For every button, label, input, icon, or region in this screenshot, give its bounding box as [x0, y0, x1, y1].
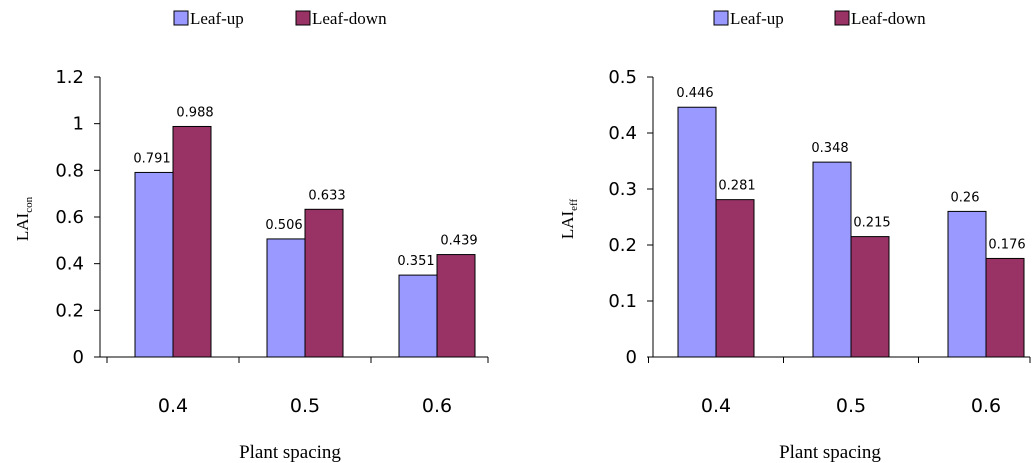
- chart-lai-con: Leaf-up Leaf-down LAIcon 0 0.2 0.4 0.6 0.8 1 1…: [13, 9, 489, 463]
- legend-label-leaf-up: Leaf-up: [190, 9, 244, 28]
- x-axis-label: Plant spacing: [239, 442, 341, 463]
- y-tick-label: 0.8: [55, 160, 84, 181]
- y-axis-label: LAIcon: [13, 196, 35, 241]
- x-tick-label: 0.4: [701, 395, 731, 417]
- legend-swatch-leaf-down: [834, 10, 850, 26]
- x-tick-label: 0.5: [836, 395, 866, 417]
- bar-leaf-up: [266, 238, 306, 358]
- bar-leaf-up: [947, 210, 987, 358]
- value-labels: 0.446 0.281 0.348 0.215 0.26 0.176: [676, 86, 1025, 252]
- data-label: 0.176: [988, 237, 1025, 252]
- data-label: 0.633: [308, 188, 345, 203]
- legend-swatch-leaf-up: [173, 10, 189, 26]
- y-tick-label: 0.2: [608, 235, 637, 256]
- y-tick-label: 0.4: [608, 123, 637, 144]
- y-axis-label-main: LAI: [13, 212, 32, 241]
- x-tick-label: 0.6: [971, 395, 1001, 417]
- y-tick-label: 0.3: [608, 179, 637, 200]
- y-tick-label: 0.6: [55, 207, 84, 228]
- bar-leaf-up: [398, 274, 438, 358]
- legend-label-leaf-up: Leaf-up: [730, 9, 784, 28]
- x-tick-labels: 0.4 0.5 0.6: [701, 395, 1001, 417]
- data-label: 0.439: [440, 234, 477, 249]
- data-label: 0.348: [811, 141, 848, 156]
- y-axis-label-main: LAI: [558, 211, 577, 240]
- x-axis-label: Plant spacing: [779, 442, 881, 463]
- data-label: 0.506: [265, 218, 302, 233]
- value-labels: 0.791 0.988 0.506 0.633 0.351 0.439: [133, 105, 477, 269]
- y-tick-label: 0.1: [608, 291, 637, 312]
- y-tick-label: 0: [73, 347, 84, 368]
- bar-leaf-down: [304, 208, 344, 358]
- y-tick-label: 1: [73, 114, 84, 135]
- bar-leaf-up: [134, 171, 174, 358]
- data-label: 0.351: [397, 254, 434, 269]
- x-tick-label: 0.5: [290, 395, 320, 417]
- y-tick-labels: 0 0.2 0.4 0.6 0.8 1 1.2: [55, 67, 84, 368]
- bars: [677, 106, 1025, 358]
- data-label: 0.791: [133, 151, 170, 166]
- x-tick-label: 0.6: [422, 395, 452, 417]
- data-label: 0.988: [176, 105, 213, 120]
- legend-swatch-leaf-down: [295, 10, 311, 26]
- y-tick-labels: 0 0.1 0.2 0.3 0.4 0.5: [608, 67, 637, 368]
- y-tick-label: 0: [626, 347, 637, 368]
- legend: Leaf-up Leaf-down: [713, 9, 926, 28]
- data-label: 0.215: [853, 216, 890, 231]
- axes: [94, 76, 489, 363]
- data-label: 0.281: [718, 179, 755, 194]
- bars: [134, 125, 476, 358]
- chart-lai-eff: Leaf-up Leaf-down LAIeff 00.10.20.30.40.…: [558, 9, 1031, 463]
- y-axis-label-sub: eff: [568, 198, 580, 210]
- y-tick-label: 0.2: [55, 300, 84, 321]
- legend-swatch-leaf-up: [713, 10, 729, 26]
- y-tick-label: 0.5: [608, 67, 637, 88]
- legend-label-leaf-down: Leaf-down: [312, 9, 387, 28]
- x-tick-label: 0.4: [158, 395, 188, 417]
- bar-leaf-up: [677, 106, 717, 358]
- bar-leaf-down: [172, 125, 212, 358]
- axes: [647, 76, 1031, 363]
- y-axis-label: LAIeff: [558, 198, 580, 239]
- y-tick-label: 1.2: [55, 67, 84, 88]
- bar-leaf-up: [812, 161, 852, 358]
- legend: Leaf-up Leaf-down: [173, 9, 387, 28]
- y-axis-label-sub: con: [23, 196, 35, 212]
- data-label: 0.446: [676, 86, 713, 101]
- bar-leaf-down: [985, 257, 1025, 358]
- y-tick-label: 0.4: [55, 254, 84, 275]
- bar-leaf-down: [436, 254, 476, 358]
- bar-leaf-down: [850, 236, 890, 358]
- data-label: 0.26: [951, 190, 980, 205]
- bar-leaf-down: [715, 199, 755, 358]
- x-tick-labels: 0.4 0.5 0.6: [158, 395, 452, 417]
- legend-label-leaf-down: Leaf-down: [851, 9, 926, 28]
